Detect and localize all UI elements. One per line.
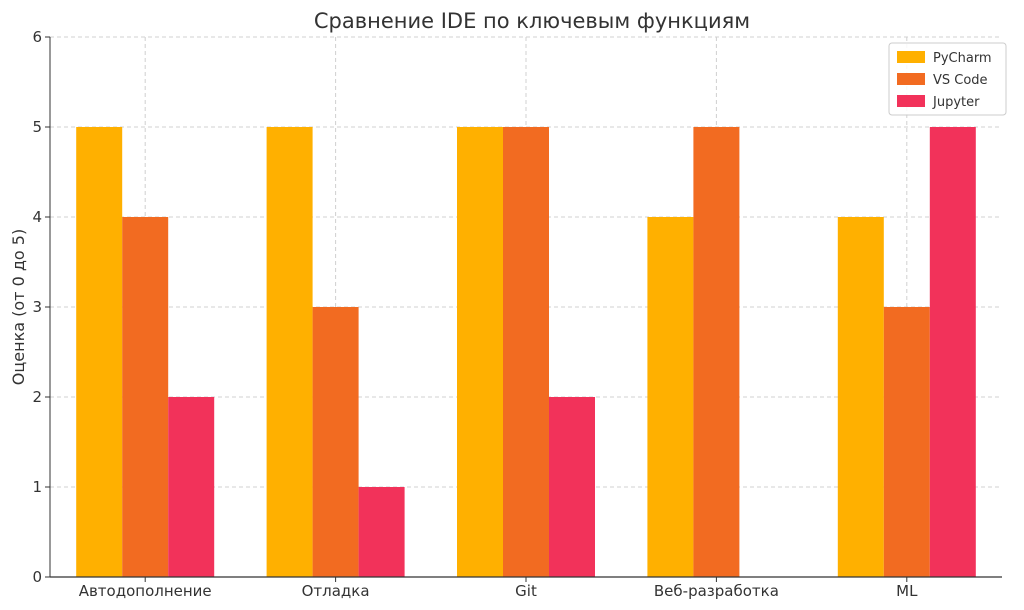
bar [929, 127, 976, 577]
x-tick-label: ML [896, 582, 918, 600]
x-tick-label: Git [515, 582, 537, 600]
legend-label: VS Code [933, 73, 988, 88]
bar [122, 217, 169, 577]
x-tick-label: Автодополнение [79, 582, 212, 600]
bar [76, 127, 123, 577]
legend: PyCharm VS Code Jupyter [888, 42, 1007, 116]
bars [76, 127, 976, 577]
bar [549, 397, 595, 577]
bar [647, 217, 694, 577]
bar [312, 307, 359, 577]
x-tick-label: Отладка [302, 582, 370, 600]
y-tick-label: 6 [32, 28, 42, 46]
bar [883, 307, 930, 577]
bar [503, 127, 549, 577]
bar [837, 217, 884, 577]
y-axis-label: Оценка (от 0 до 5) [9, 229, 28, 385]
bar [168, 397, 215, 577]
chart-title: Сравнение IDE по ключевым функциям [314, 9, 750, 33]
x-tick-label: Веб-разработка [654, 582, 779, 600]
legend-label: Jupyter [932, 95, 980, 110]
y-tick-label: 0 [32, 568, 42, 586]
y-tick-label: 3 [32, 298, 42, 316]
bar [358, 487, 405, 577]
y-tick-label: 2 [32, 388, 42, 406]
legend-swatch [897, 51, 925, 63]
y-tick-label: 1 [32, 478, 42, 496]
bar [457, 127, 503, 577]
legend-label: PyCharm [933, 51, 992, 66]
bar [693, 127, 740, 577]
y-tick-label: 5 [32, 118, 42, 136]
y-tick-label: 4 [32, 208, 42, 226]
legend-swatch [897, 95, 925, 107]
axes: 0 1 2 3 4 5 6 Автодополнение Отладка Git Веб-разра… [32, 28, 1002, 600]
legend-swatch [897, 73, 925, 85]
bar [266, 127, 313, 577]
